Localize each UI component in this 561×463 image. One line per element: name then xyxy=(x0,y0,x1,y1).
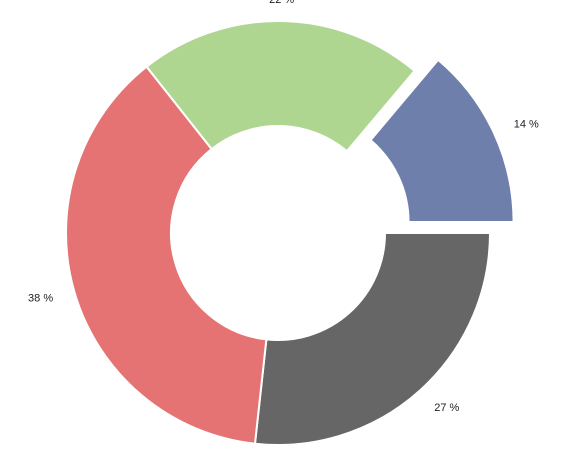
slice-label: 22 % xyxy=(269,0,294,6)
donut-slice xyxy=(369,58,515,224)
donut-slice xyxy=(145,20,416,153)
donut-labels: 14 % 27 % 38 % 22 % xyxy=(28,0,539,414)
slice-label: 14 % xyxy=(514,118,539,130)
slice-label: 27 % xyxy=(434,402,459,414)
donut-slices xyxy=(65,20,515,446)
donut-slice xyxy=(65,65,268,445)
donut-slice xyxy=(253,232,492,446)
slice-label: 38 % xyxy=(28,293,53,305)
